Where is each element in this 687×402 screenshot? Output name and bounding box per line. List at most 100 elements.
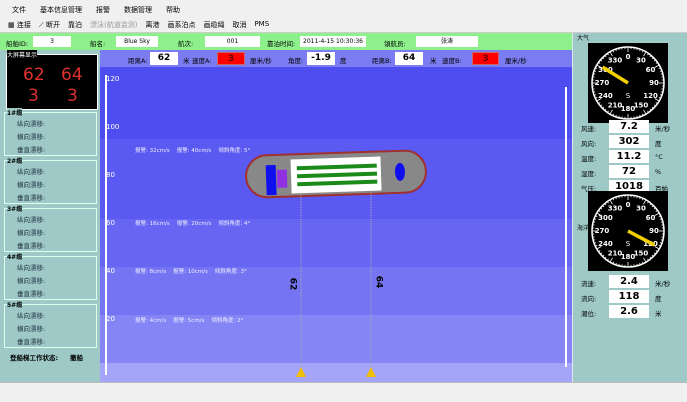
- dial-label: 180: [621, 105, 636, 113]
- alarm-a: 报警: 16cm/s: [135, 221, 170, 227]
- weather-title: 大气: [577, 35, 590, 42]
- dial-label: 330: [608, 204, 623, 212]
- unit-speed-b: 厘米/秒: [505, 57, 527, 65]
- tilt-angle: 倾斜角度: 5°: [218, 148, 251, 154]
- alarm-row: 报警: 16cm/s 报警: 20cm/s 倾斜角度: 4°: [135, 219, 250, 227]
- right-panel: 大气 0306090120150180210240270300330S 风速:7…: [573, 33, 687, 382]
- angle-label: 角度:: [288, 57, 304, 65]
- drift-label: 垂直漂移:: [17, 146, 46, 154]
- menu-help[interactable]: 帮助: [166, 6, 180, 14]
- alarm-a: 报警: 32cm/s: [135, 148, 170, 154]
- alarm-row: 报警: 4cm/s 报警: 5cm/s 倾斜角度: 2°: [135, 316, 243, 324]
- alarm-b: 报警: 10cm/s: [173, 269, 208, 275]
- alarm-b: 报警: 20cm/s: [176, 221, 212, 227]
- drift-label: 横向漂移:: [17, 133, 46, 141]
- cable-group-title: 3#缆: [7, 204, 23, 213]
- scale-tick: 120: [106, 75, 120, 83]
- berth-time-label: 靠泊时间:: [267, 40, 296, 48]
- scale-tick: 20: [106, 315, 115, 323]
- dist-a-label: 距离A:: [128, 57, 148, 65]
- dial-label: 300: [598, 214, 613, 222]
- connect-label: 连接: [16, 21, 31, 29]
- dial-label: 120: [643, 92, 658, 100]
- cancel-button[interactable]: 取消: [232, 21, 247, 29]
- ocean-value: 2.6: [609, 305, 649, 318]
- scale-tick: 80: [106, 171, 115, 179]
- menu-file[interactable]: 文件: [12, 6, 26, 14]
- pilot-field[interactable]: 张涛: [416, 36, 478, 47]
- ship-bridge: [265, 164, 277, 196]
- ship-cabin: [276, 169, 288, 188]
- cargo-bar: [297, 179, 378, 187]
- drift-label: 垂直漂移:: [17, 194, 46, 202]
- ocean-unit: 米/秒: [655, 280, 671, 288]
- speed-a-value: 3: [217, 52, 245, 65]
- dist-a-value: 62: [150, 52, 178, 65]
- drift-button[interactable]: 漂泳(航道监测): [89, 21, 138, 29]
- cable-group: 2#缆 纵向漂移: 横向漂移: 垂直漂移:: [4, 156, 97, 204]
- toolbar: ▦ 连接 ⟋ 断开 靠泊 漂泳(航道监测) 离港 画系泊点 画缆绳 取消 PMS: [0, 16, 687, 33]
- speed-b-label: 速度B:: [442, 57, 462, 65]
- berth-button[interactable]: 靠泊: [67, 21, 82, 29]
- disconnect-label: 断开: [45, 21, 60, 29]
- alarm-b: 报警: 40cm/s: [176, 148, 212, 154]
- big-b: 64: [61, 65, 83, 85]
- leave-button[interactable]: 离港: [145, 21, 160, 29]
- alarm-row: 报警: 8cm/s 报警: 10cm/s 倾斜角度: 3°: [135, 267, 247, 275]
- weather-label: 风向:: [581, 140, 597, 148]
- ship-info-bar: 船舶ID: 3 船名: Blue Sky 航次: 001 靠泊时间: 2011-…: [0, 33, 572, 50]
- drift-label: 垂直漂移:: [17, 242, 46, 250]
- scale-tick: 60: [106, 219, 115, 227]
- dial-label: 330: [608, 56, 623, 64]
- drift-label: 横向漂移:: [17, 229, 46, 237]
- voyage-field[interactable]: 001: [205, 36, 260, 47]
- berth-canvas: 120 100 80 60 40 20 报警: 32cm/s 报警: 40cm/s 倾斜角…: [100, 67, 572, 382]
- ship-name-label: 船名:: [90, 40, 106, 48]
- ship-name-field[interactable]: Blue Sky: [116, 36, 158, 47]
- cable-group-title: 2#缆: [7, 156, 23, 165]
- ocean-label: 流速:: [581, 280, 597, 288]
- cable-group-title: 5#缆: [7, 300, 23, 309]
- cable-group: 1#缆 纵向漂移: 横向漂移: 垂直漂移:: [4, 108, 97, 156]
- weather-value: 72: [609, 165, 649, 178]
- sensor-b-icon: [366, 367, 376, 377]
- left-panel: 大屏幕显示 62 64 3 3 1#缆 纵向漂移: 横向漂移: 垂直漂移: 2#缆 纵向漂…: [0, 50, 100, 382]
- alarm-b: 报警: 5cm/s: [173, 318, 205, 324]
- disconnect-button[interactable]: ⟋ 断开: [38, 21, 60, 29]
- menu-alarm[interactable]: 报警: [96, 6, 110, 14]
- unit-speed-a: 厘米/秒: [250, 57, 272, 65]
- pms-button[interactable]: PMS: [254, 20, 270, 28]
- dial-label: 150: [634, 250, 649, 258]
- ship-id-field[interactable]: 3: [33, 36, 71, 47]
- draw-line-button[interactable]: 画缆绳: [203, 21, 225, 29]
- berth-time-field[interactable]: 2011-4-15 10:30:36: [300, 36, 366, 47]
- tilt-angle: 倾斜角度: 2°: [211, 318, 244, 324]
- weather-value: 1018: [609, 180, 649, 193]
- dial-label: 270: [595, 79, 610, 87]
- work-status-value: 撤船: [70, 354, 83, 362]
- weather-value: 7.2: [609, 120, 649, 133]
- menu-basic-info[interactable]: 基本信息管理: [40, 6, 82, 14]
- draw-point-button[interactable]: 画系泊点: [167, 21, 196, 29]
- alarm-a: 报警: 4cm/s: [135, 318, 167, 324]
- weather-unit: 米/秒: [655, 125, 671, 133]
- cable-group-title: 1#缆: [7, 108, 23, 117]
- big-screen-title: 大屏幕显示: [7, 50, 38, 59]
- current-dial: 0306090120150180210240270300330S: [588, 191, 668, 271]
- drift-label: 横向漂移:: [17, 325, 46, 333]
- dial-needle: [601, 65, 629, 85]
- dist-b-value: 64: [395, 52, 423, 65]
- weather-label: 气压:: [581, 185, 597, 193]
- ocean-value: 118: [609, 290, 649, 303]
- ship-bow: [394, 162, 405, 181]
- status-bar: [0, 382, 687, 402]
- dist-b-label: 距离B:: [372, 57, 392, 65]
- work-status-label: 登船梯工作状态:: [10, 354, 59, 362]
- connect-button[interactable]: ▦ 连接: [8, 21, 31, 29]
- pilot-label: 領航员:: [384, 40, 406, 48]
- weather-unit: 度: [655, 140, 662, 148]
- alarm-row: 报警: 32cm/s 报警: 40cm/s 倾斜角度: 5°: [135, 146, 250, 154]
- drift-label: 纵向漂移:: [17, 312, 46, 320]
- cable-group-title: 4#缆: [7, 252, 23, 261]
- menu-data[interactable]: 数据管理: [124, 6, 152, 14]
